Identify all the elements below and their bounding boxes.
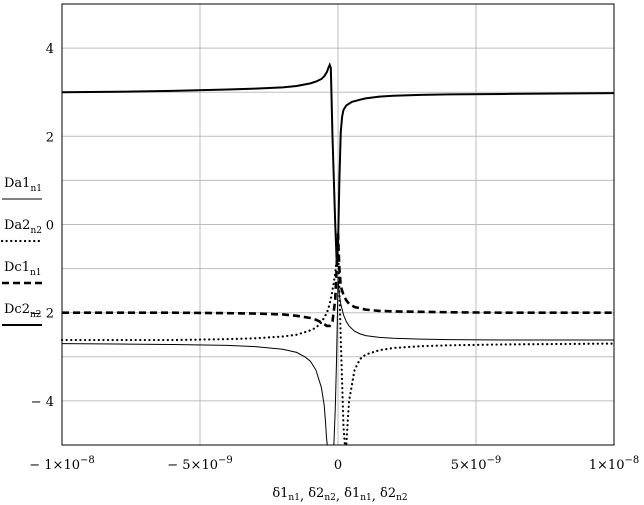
x-label-subscript: n2 (396, 493, 408, 503)
x-tick-exponent: −8 (624, 455, 639, 466)
x-label-separator: , (372, 489, 380, 504)
x-label-subscript: n1 (288, 493, 300, 503)
x-tick-labels: − 1×10−8 − 5×10−9 0 5×10−9 1×10−8 (29, 455, 639, 473)
x-label-part: δ1 (344, 486, 360, 501)
x-tick-label: 0 (334, 458, 342, 473)
series-group (60, 62, 616, 447)
y-tick-labels: − 4 − 2 0 2 4 (31, 42, 54, 410)
legend-label-da1n1: Da1n1 (4, 176, 42, 194)
x-tick-exponent: −8 (80, 455, 95, 466)
y-tick-label: − 2 (31, 307, 54, 322)
x-label-part: δ1 (272, 486, 288, 501)
series-line-da1n1 (61, 277, 614, 446)
x-tick-label: 1×10−8 (589, 455, 639, 473)
legend-label-dc1n1: Dc1n1 (4, 260, 42, 278)
x-label-separator: , (300, 489, 308, 504)
legend: Da1n1 Da2n2 Dc1n1 Dc2n2 (0, 176, 44, 326)
x-tick-exponent: −9 (218, 455, 233, 466)
legend-subscript: n2 (30, 310, 42, 320)
y-tick-label: 4 (46, 42, 54, 57)
y-tick-label: 2 (46, 130, 54, 145)
x-label-part: δ2 (380, 486, 396, 501)
x-label-part: δ2 (308, 486, 324, 501)
legend-subscript: n2 (30, 226, 42, 236)
y-tick-label: 0 (46, 219, 54, 234)
x-tick-exponent: −9 (486, 455, 501, 466)
series-line-dc1n1 (62, 233, 614, 328)
x-label-subscript: n1 (360, 493, 372, 503)
x-tick-label: − 1×10−8 (29, 455, 94, 473)
legend-label-dc2n2: Dc2n2 (4, 302, 42, 320)
series-line-da2n2 (60, 246, 616, 447)
x-axis-label: δ1n1, δ2n2, δ1n1, δ2n2 (272, 486, 407, 504)
legend-subscript: n1 (30, 268, 42, 278)
x-tick-label: − 5×10−9 (167, 455, 232, 473)
series-line-dc2n2 (61, 62, 615, 260)
legend-label-da2n2: Da2n2 (4, 218, 42, 236)
x-tick-label: 5×10−9 (451, 455, 501, 473)
plot-frame (61, 3, 615, 446)
x-label-subscript: n2 (324, 493, 336, 503)
legend-subscript: n1 (30, 184, 42, 194)
y-tick-label: − 4 (31, 395, 54, 410)
x-label-separator: , (336, 489, 344, 504)
